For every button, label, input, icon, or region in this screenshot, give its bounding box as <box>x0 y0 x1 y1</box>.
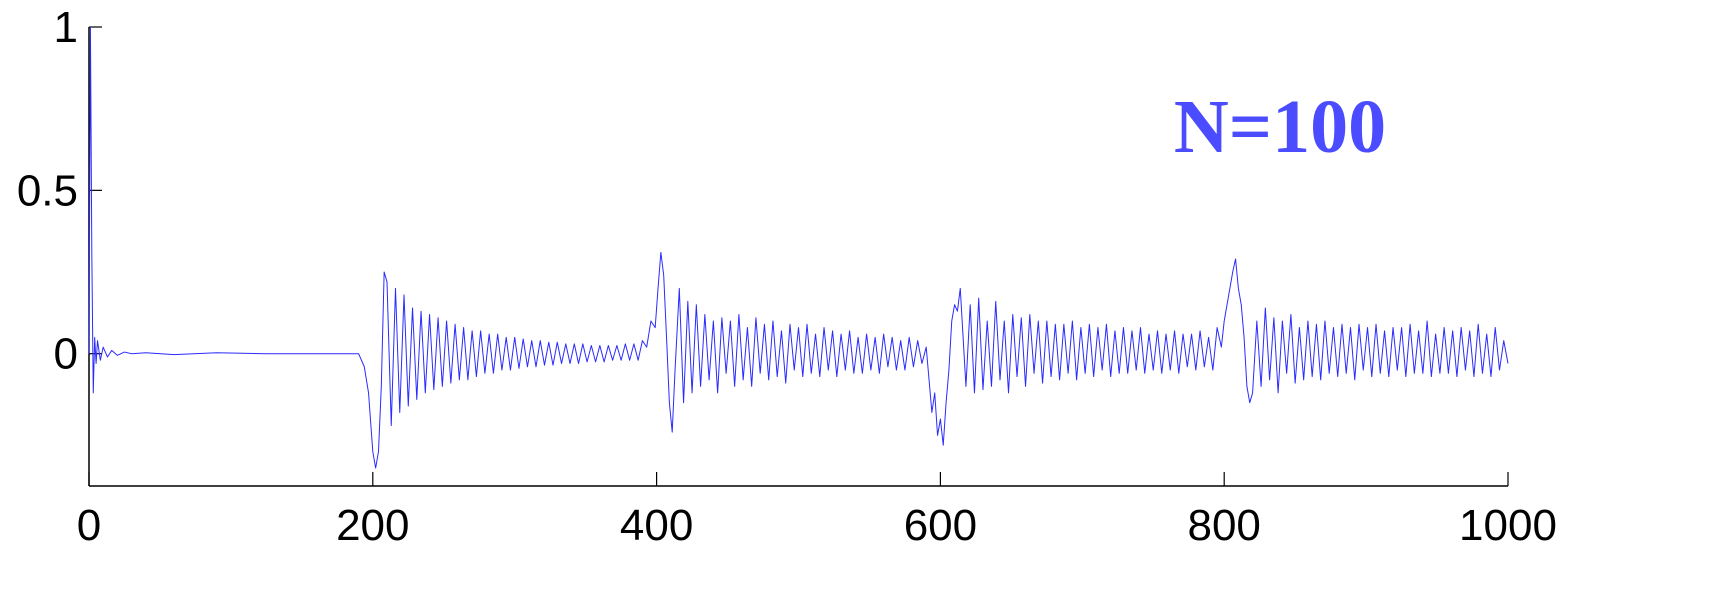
x-tick-label: 1000 <box>1459 501 1557 550</box>
x-tick-label: 800 <box>1187 501 1260 550</box>
x-tick-label: 200 <box>336 501 409 550</box>
y-tick-label: 1 <box>54 3 78 52</box>
series-line <box>88 26 1509 469</box>
x-tick-label: 400 <box>620 501 693 550</box>
annotation: N=100 <box>1174 85 1386 169</box>
y-tick-label: 0.5 <box>17 166 78 215</box>
x-tick-label: 0 <box>77 501 101 550</box>
x-tick-label: 600 <box>904 501 977 550</box>
y-tick-label: 0 <box>54 330 78 379</box>
